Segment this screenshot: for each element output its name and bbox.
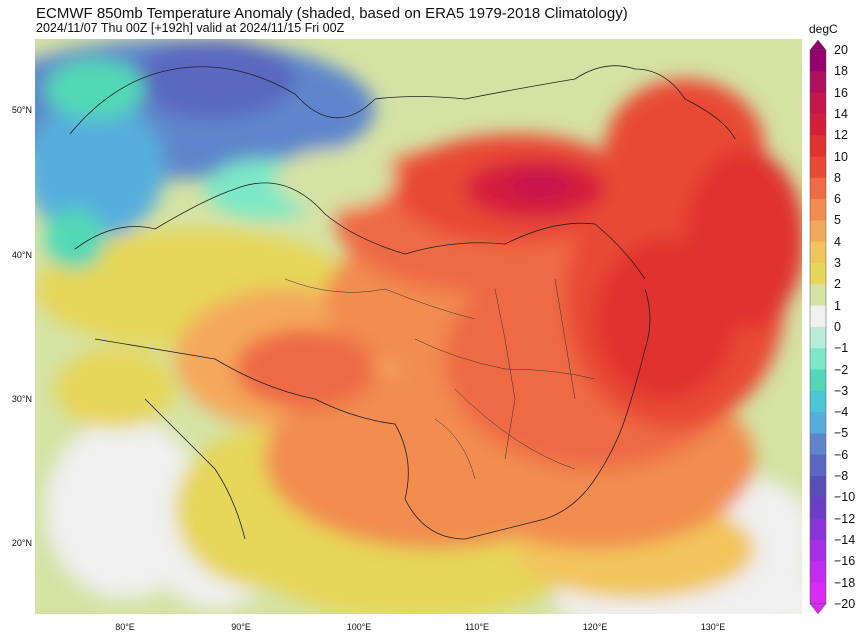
lon-label-120e: 120°E <box>582 622 608 632</box>
lon-label-100e: 100°E <box>346 622 372 632</box>
colorbar-tick-label: 2 <box>834 277 841 292</box>
colorbar-tick-label: −16 <box>834 554 856 569</box>
colorbar-swatch <box>810 326 826 349</box>
colorbar-tick-label: 1 <box>834 298 841 313</box>
colorbar-swatch <box>810 284 826 307</box>
colorbar-swatch <box>810 156 826 179</box>
colorbar-swatch <box>810 92 826 115</box>
lat-label-50n: 50°N <box>11 105 32 115</box>
lat-label-40n: 40°N <box>11 250 32 260</box>
anomaly-field <box>35 39 802 614</box>
colorbar-tick-label: −18 <box>834 575 856 590</box>
colorbar-tick-label: 8 <box>834 170 841 185</box>
colorbar-swatch <box>810 454 826 477</box>
colorbar-swatch <box>810 348 826 370</box>
colorbar-swatch <box>810 113 826 136</box>
colorbar-tick-label: −2 <box>834 362 849 377</box>
colorbar-tick-label: −10 <box>834 490 856 505</box>
colorbar-tick-label: −14 <box>834 532 856 547</box>
colorbar-swatch <box>810 582 826 605</box>
lon-label-90e: 90°E <box>231 622 251 632</box>
lat-label-30n: 30°N <box>11 394 32 404</box>
colorbar-swatch <box>810 476 826 498</box>
colorbar-extend-bottom <box>809 603 827 615</box>
colorbar-tick-label: 16 <box>834 85 848 100</box>
colorbar-tick-label: −1 <box>834 341 849 356</box>
colorbar-swatch <box>810 177 826 200</box>
colorbar-tick-label: 12 <box>834 128 848 143</box>
colorbar-extend-top <box>809 39 827 51</box>
colorbar-swatch <box>810 497 826 520</box>
colorbar-tick-label: 6 <box>834 192 841 207</box>
colorbar-unit: degC <box>809 22 838 36</box>
colorbar-tick-label: 4 <box>834 234 841 249</box>
colorbar-tick-label: 18 <box>834 64 848 79</box>
colorbar-tick-label: 14 <box>834 106 848 121</box>
colorbar-tick-label: −20 <box>834 596 856 611</box>
colorbar-tick-label: 20 <box>834 43 848 57</box>
lon-label-80e: 80°E <box>115 622 135 632</box>
colorbar-tick-label: 10 <box>834 149 848 164</box>
colorbar-frame <box>809 49 827 605</box>
colorbar-tick-label: 5 <box>834 213 841 228</box>
colorbar-tick-label: −4 <box>834 405 849 420</box>
colorbar-tick-label: −12 <box>834 511 856 526</box>
country-borders <box>69 65 736 540</box>
lon-label-110e: 110°E <box>465 622 489 632</box>
colorbar-swatch <box>810 199 826 221</box>
chart-subtitle: 2024/11/07 Thu 00Z [+192h] valid at 2024… <box>36 21 345 35</box>
lat-label-20n: 20°N <box>11 538 32 548</box>
colorbar-swatch <box>810 263 826 285</box>
province-borders <box>284 278 596 480</box>
colorbar-tick-label: 0 <box>834 319 841 334</box>
colorbar <box>809 39 827 615</box>
lon-label-130e: 130°E <box>700 622 726 632</box>
anomaly-map <box>35 39 802 614</box>
colorbar-swatch <box>810 220 826 243</box>
colorbar-swatch <box>810 241 826 264</box>
colorbar-swatch <box>810 433 826 456</box>
colorbar-swatch <box>810 412 826 434</box>
colorbar-swatch <box>810 305 826 328</box>
colorbar-swatch <box>810 518 826 541</box>
colorbar-swatch <box>810 71 826 94</box>
colorbar-tick-label: −6 <box>834 447 849 462</box>
colorbar-swatch <box>810 135 826 157</box>
colorbar-swatch <box>810 390 826 413</box>
colorbar-tick-label: 3 <box>834 256 841 270</box>
chart-title: ECMWF 850mb Temperature Anomaly (shaded,… <box>36 5 628 22</box>
colorbar-swatch <box>810 539 826 562</box>
colorbar-tick-label: −3 <box>834 383 849 398</box>
colorbar-swatch <box>810 50 826 72</box>
colorbar-swatch <box>810 369 826 392</box>
colorbar-swatch <box>810 561 826 583</box>
colorbar-tick-label: −5 <box>834 426 849 441</box>
colorbar-tick-label: −8 <box>834 469 849 483</box>
